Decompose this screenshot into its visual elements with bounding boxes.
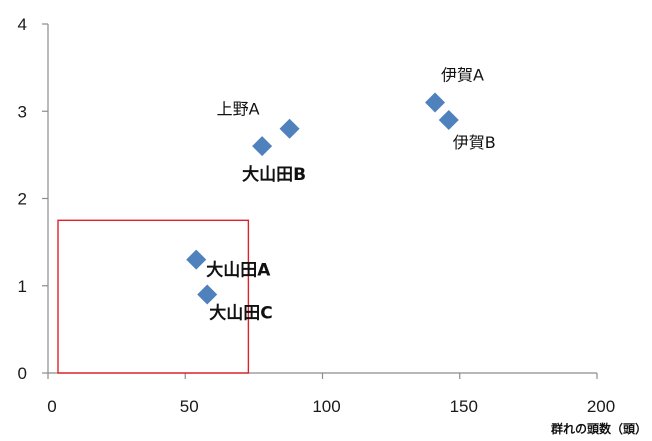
x-tick-label: 200 (587, 397, 615, 416)
x-tick-label: 50 (180, 397, 199, 416)
x-ticks: 0 50 100 150 200 (47, 373, 615, 416)
axes: 0 1 2 3 4 0 50 100 150 200 (18, 15, 616, 416)
y-tick-label: 2 (18, 190, 27, 209)
data-point (186, 249, 207, 270)
x-tick-label: 0 (47, 397, 56, 416)
point-label: 大山田C (209, 302, 272, 323)
data-point (425, 92, 446, 113)
x-axis-title: 群れの頭数（頭） (550, 421, 647, 436)
point-labels: 伊賀A 伊賀B 上野A 大山田B 大山田A 大山田C (206, 66, 496, 324)
y-tick-label: 0 (18, 364, 27, 383)
x-tick-label: 100 (312, 397, 340, 416)
y-tick-label: 3 (18, 102, 27, 121)
data-points (186, 92, 459, 305)
y-ticks: 0 1 2 3 4 (18, 15, 48, 383)
point-label: 大山田B (242, 164, 306, 185)
data-point (252, 136, 273, 157)
point-label: 大山田A (206, 260, 271, 281)
y-tick-label: 1 (18, 277, 27, 296)
y-tick-label: 4 (18, 15, 27, 34)
data-point (279, 118, 300, 139)
data-point (197, 284, 218, 305)
point-label: 伊賀B (453, 133, 496, 152)
point-label: 伊賀A (441, 66, 484, 85)
x-tick-label: 150 (450, 397, 478, 416)
point-label: 上野A (217, 100, 260, 119)
data-point (438, 109, 459, 130)
highlight-box (57, 219, 250, 374)
